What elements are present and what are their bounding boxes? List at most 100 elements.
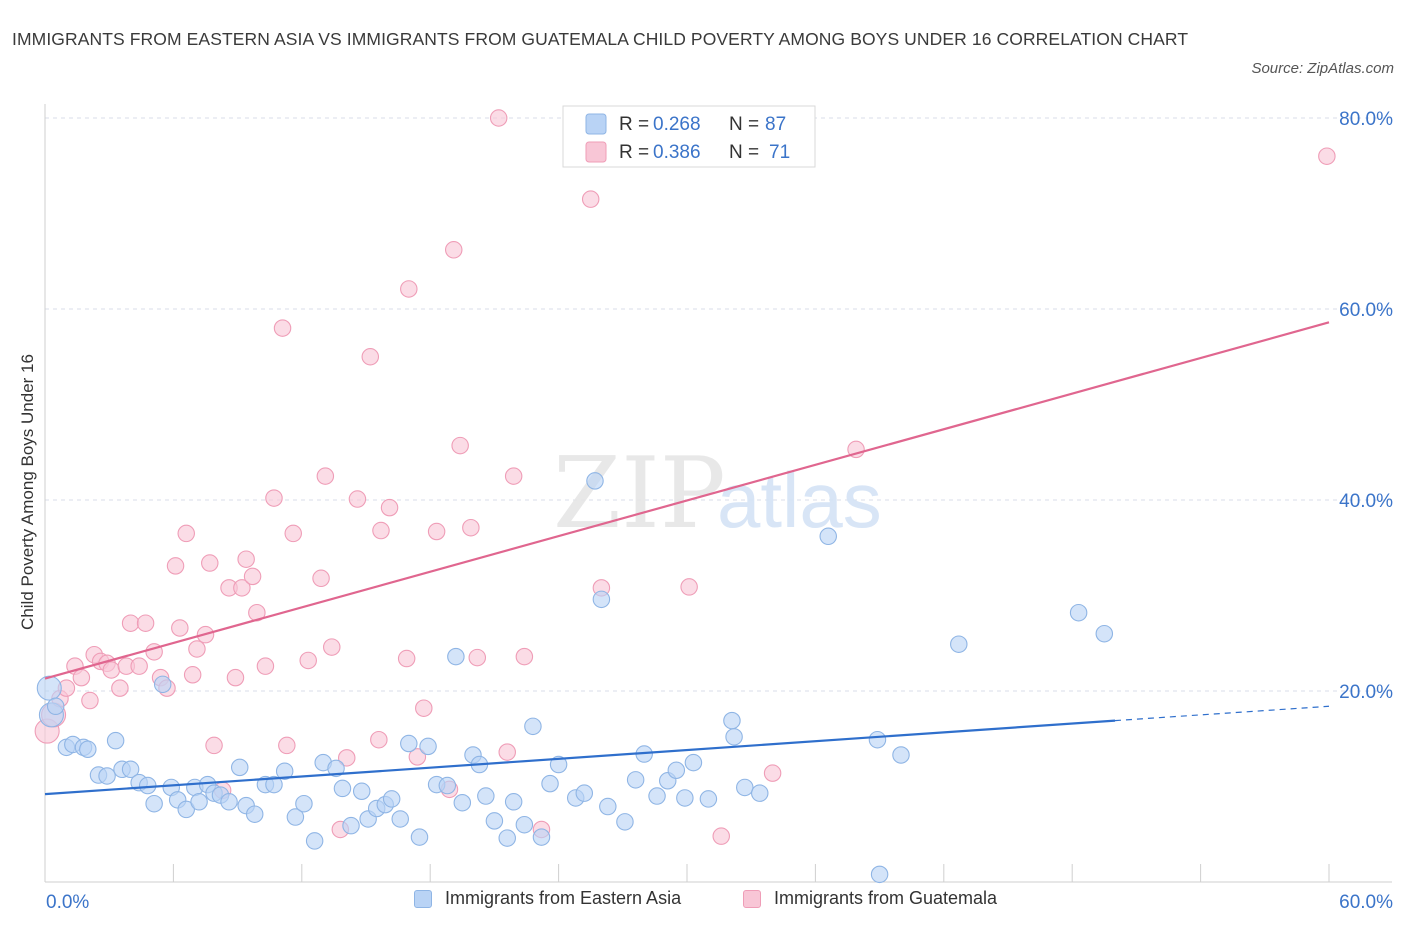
point-eastern-asia-36 [333, 779, 352, 798]
point-guatemala-65 [581, 190, 600, 208]
tick-labels: 20.0% 40.0% 60.0% 80.0% 0.0% 60.0% [46, 109, 1393, 913]
point-guatemala-61 [498, 743, 516, 761]
point-guatemala-60 [489, 109, 508, 127]
point-eastern-asia-15 [153, 675, 172, 694]
point-guatemala-14 [130, 657, 148, 675]
point-guatemala-34 [256, 657, 275, 675]
legend-swatch-eastern-asia [585, 113, 607, 135]
point-eastern-asia-13 [138, 776, 157, 795]
point-guatemala-44 [337, 749, 356, 767]
point-eastern-asia-27 [245, 805, 264, 823]
point-guatemala-63 [515, 647, 534, 666]
point-guatemala-39 [299, 651, 317, 670]
point-guatemala-30 [233, 579, 251, 597]
point-guatemala-53 [415, 699, 433, 717]
point-eastern-asia-30 [275, 762, 294, 780]
point-eastern-asia-58 [524, 717, 542, 736]
trend-lines [44, 321, 1330, 796]
point-eastern-asia-73 [676, 789, 694, 807]
bottom-legend-swatch-eastern-asia [414, 889, 432, 908]
point-eastern-asia-75 [699, 790, 718, 808]
point-eastern-asia-33 [305, 832, 324, 850]
point-guatemala-13 [121, 614, 140, 632]
point-eastern-asia-56 [504, 793, 523, 811]
watermark-zip: ZIP [553, 437, 726, 551]
watermark-atlas: atlas [717, 456, 882, 544]
point-eastern-asia-80 [819, 527, 837, 546]
point-eastern-asia-48 [438, 776, 457, 795]
point-eastern-asia-43 [391, 810, 409, 828]
point-eastern-asia-83 [892, 746, 910, 764]
watermark: ZIP atlas [553, 437, 882, 551]
point-eastern-asia-42 [382, 790, 401, 808]
point-guatemala-57 [451, 436, 469, 455]
point-guatemala-31 [237, 550, 255, 568]
bottom-legend-label-eastern-asia: Immigrants from Eastern Asia [445, 888, 682, 908]
point-eastern-asia-38 [352, 782, 371, 801]
point-guatemala-51 [400, 280, 418, 298]
chart-source: Source: ZipAtlas.com [1251, 60, 1394, 77]
point-guatemala-68 [712, 827, 730, 845]
legend-n-label-2: N = [729, 142, 759, 163]
point-eastern-asia-25 [230, 758, 249, 777]
point-guatemala-38 [284, 524, 302, 543]
point-guatemala-58 [462, 518, 480, 537]
point-guatemala-52 [408, 748, 427, 766]
point-guatemala-67 [680, 578, 698, 596]
point-eastern-asia-54 [485, 812, 504, 830]
point-guatemala-49 [380, 498, 399, 517]
legend-n-value-2: 71 [769, 142, 790, 163]
point-guatemala-35 [265, 489, 283, 507]
point-guatemala-5 [72, 668, 91, 687]
axes [44, 104, 1392, 883]
legend-r-value-1: 0.268 [653, 114, 701, 135]
point-guatemala-40 [312, 569, 330, 588]
bottom-legend: Immigrants from Eastern Asia Immigrants … [0, 888, 1406, 916]
point-guatemala-10 [102, 661, 121, 679]
point-eastern-asia-81 [868, 730, 887, 749]
point-eastern-asia-86 [1095, 624, 1114, 643]
y-axis-label: Child Poverty Among Boys Under 16 [18, 354, 37, 630]
legend-n-value-1: 87 [765, 114, 786, 135]
point-eastern-asia-82 [870, 865, 889, 884]
point-eastern-asia-20 [190, 793, 208, 811]
legend-swatch-guatemala [585, 141, 607, 163]
point-eastern-asia-77 [725, 728, 743, 746]
point-guatemala-20 [171, 619, 189, 637]
x-tick-label-1: 60.0% [1339, 892, 1393, 913]
point-guatemala-25 [201, 554, 219, 572]
point-guatemala-69 [763, 764, 782, 782]
legend-r-value-2: 0.386 [653, 142, 701, 163]
point-eastern-asia-18 [177, 800, 195, 819]
point-eastern-asia-84 [950, 635, 968, 653]
point-guatemala-54 [427, 522, 446, 541]
point-eastern-asia-85 [1069, 603, 1088, 622]
trend-line-eastern-asia-extension [1114, 705, 1330, 722]
point-eastern-asia-0 [36, 675, 62, 701]
point-guatemala-19 [166, 557, 185, 575]
legend-r-label-2: R = [619, 142, 649, 163]
point-guatemala-21 [177, 524, 195, 543]
point-eastern-asia-9 [106, 731, 125, 750]
point-eastern-asia-66 [599, 797, 617, 816]
point-guatemala-23 [188, 640, 206, 658]
point-eastern-asia-45 [410, 828, 429, 846]
series-guatemala-points [34, 109, 1336, 845]
point-eastern-asia-35 [327, 759, 345, 778]
point-eastern-asia-53 [477, 787, 495, 805]
point-eastern-asia-32 [295, 794, 313, 813]
point-eastern-asia-68 [626, 771, 645, 789]
trend-line-eastern-asia [44, 719, 1116, 796]
point-eastern-asia-49 [447, 647, 465, 666]
point-guatemala-11 [111, 679, 129, 697]
legend-n-label-1: N = [729, 114, 759, 135]
point-guatemala-56 [444, 241, 463, 259]
point-guatemala-62 [504, 467, 523, 485]
point-eastern-asia-57 [515, 815, 534, 834]
point-guatemala-26 [205, 736, 223, 755]
y-tick-label-0: 20.0% [1339, 682, 1393, 703]
point-eastern-asia-78 [736, 778, 754, 797]
point-eastern-asia-63 [575, 784, 594, 802]
point-eastern-asia-24 [220, 793, 238, 811]
point-eastern-asia-55 [498, 829, 516, 847]
